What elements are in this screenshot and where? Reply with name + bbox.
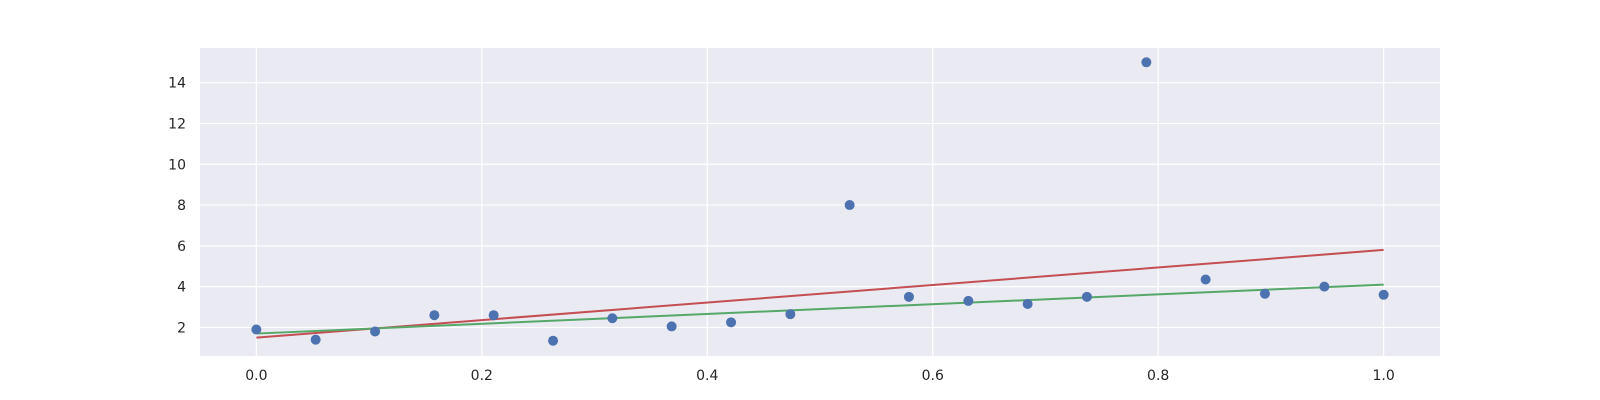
data-point bbox=[607, 313, 618, 324]
data-point bbox=[903, 291, 914, 302]
fit-line-2 bbox=[256, 283, 1384, 335]
data-point bbox=[1259, 288, 1270, 299]
y-tick-label: 12 bbox=[168, 116, 186, 132]
x-tick-label: 0.2 bbox=[471, 368, 493, 384]
y-axis-ticks: 2 4 6 8 10 12 14 bbox=[168, 76, 186, 337]
grid-lines bbox=[200, 48, 1440, 356]
y-tick-label: 4 bbox=[177, 280, 186, 296]
x-tick-label: 0.0 bbox=[245, 368, 267, 384]
data-point bbox=[1378, 289, 1389, 300]
x-tick-label: 0.6 bbox=[922, 368, 944, 384]
data-point bbox=[251, 324, 262, 335]
x-tick-label: 0.4 bbox=[696, 368, 718, 384]
data-point bbox=[1081, 291, 1092, 302]
data-points bbox=[251, 57, 1389, 346]
x-tick-label: 1.0 bbox=[1373, 368, 1395, 384]
data-point bbox=[548, 335, 559, 346]
data-point bbox=[666, 321, 677, 332]
fit-lines bbox=[256, 248, 1384, 339]
y-tick-label: 14 bbox=[168, 76, 186, 92]
data-point bbox=[726, 317, 737, 328]
data-point bbox=[1141, 57, 1152, 68]
fit-line-1 bbox=[256, 248, 1384, 339]
y-tick-label: 2 bbox=[177, 320, 186, 336]
x-axis-ticks: 0.0 0.2 0.4 0.6 0.8 1.0 bbox=[245, 368, 1395, 384]
plot-area bbox=[200, 48, 1440, 356]
data-point bbox=[1022, 298, 1033, 309]
data-point bbox=[844, 200, 855, 211]
y-tick-label: 8 bbox=[177, 198, 186, 214]
data-point bbox=[785, 309, 796, 320]
y-tick-label: 6 bbox=[177, 239, 186, 255]
data-point bbox=[963, 295, 974, 306]
data-point bbox=[370, 326, 381, 337]
data-point bbox=[488, 310, 499, 321]
data-point bbox=[429, 310, 440, 321]
y-tick-label: 10 bbox=[168, 157, 186, 173]
x-tick-label: 0.8 bbox=[1147, 368, 1169, 384]
data-point bbox=[1200, 274, 1211, 285]
data-point bbox=[310, 334, 321, 345]
data-point bbox=[1319, 281, 1330, 292]
